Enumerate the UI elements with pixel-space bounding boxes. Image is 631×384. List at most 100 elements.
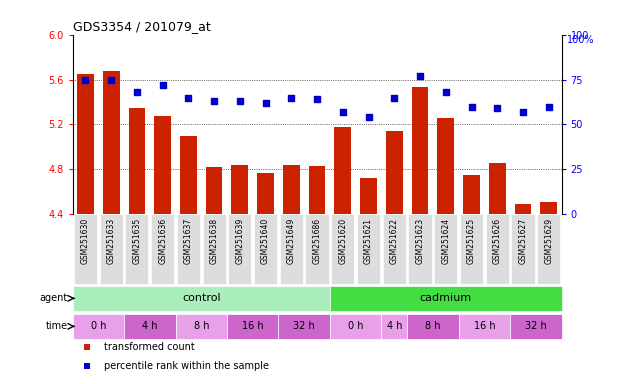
Text: GSM251637: GSM251637 <box>184 218 193 264</box>
Text: GSM251623: GSM251623 <box>416 218 425 264</box>
FancyBboxPatch shape <box>175 314 227 339</box>
FancyBboxPatch shape <box>330 286 562 311</box>
Bar <box>155 116 171 214</box>
Text: 32 h: 32 h <box>293 321 315 331</box>
Text: 8 h: 8 h <box>425 321 440 331</box>
FancyBboxPatch shape <box>381 314 407 339</box>
Bar <box>360 179 377 214</box>
Bar <box>257 173 274 214</box>
FancyBboxPatch shape <box>151 214 174 285</box>
FancyBboxPatch shape <box>434 214 457 285</box>
Bar <box>232 165 248 214</box>
Bar <box>309 166 326 214</box>
FancyBboxPatch shape <box>460 214 483 285</box>
Point <box>466 103 476 109</box>
Text: GSM251638: GSM251638 <box>209 218 218 264</box>
FancyBboxPatch shape <box>74 214 97 285</box>
Bar <box>77 74 94 214</box>
Bar <box>540 202 557 214</box>
FancyBboxPatch shape <box>510 314 562 339</box>
Bar <box>437 118 454 214</box>
Bar <box>515 204 531 214</box>
Text: GSM251636: GSM251636 <box>158 218 167 264</box>
Point <box>80 76 90 83</box>
FancyBboxPatch shape <box>331 214 355 285</box>
FancyBboxPatch shape <box>73 314 124 339</box>
Text: GSM251635: GSM251635 <box>133 218 141 264</box>
Bar <box>463 175 480 214</box>
Point <box>518 109 528 115</box>
Point <box>544 103 554 109</box>
Text: GSM251633: GSM251633 <box>107 218 115 264</box>
FancyBboxPatch shape <box>486 214 509 285</box>
Text: 4 h: 4 h <box>142 321 158 331</box>
Bar <box>489 163 505 214</box>
FancyBboxPatch shape <box>537 214 560 285</box>
Text: 0 h: 0 h <box>348 321 363 331</box>
Text: GSM251686: GSM251686 <box>312 218 322 264</box>
Point <box>158 82 168 88</box>
Text: GSM251625: GSM251625 <box>467 218 476 264</box>
FancyBboxPatch shape <box>511 214 534 285</box>
Text: cadmium: cadmium <box>420 293 472 303</box>
FancyBboxPatch shape <box>254 214 277 285</box>
FancyBboxPatch shape <box>383 214 406 285</box>
Text: 4 h: 4 h <box>387 321 402 331</box>
Point <box>209 98 219 104</box>
Point <box>363 114 374 120</box>
FancyBboxPatch shape <box>459 314 510 339</box>
Text: transformed count: transformed count <box>104 342 195 352</box>
Point <box>184 94 194 101</box>
FancyBboxPatch shape <box>203 214 226 285</box>
Point <box>286 94 297 101</box>
Point <box>492 105 502 111</box>
Text: GSM251621: GSM251621 <box>364 218 373 264</box>
Text: 0 h: 0 h <box>91 321 106 331</box>
Text: time: time <box>45 321 68 331</box>
Bar <box>103 71 119 214</box>
Text: 100%: 100% <box>567 35 594 45</box>
Text: GSM251639: GSM251639 <box>235 218 244 264</box>
FancyBboxPatch shape <box>305 214 329 285</box>
Bar <box>411 88 428 214</box>
Text: GSM251624: GSM251624 <box>441 218 451 264</box>
Point <box>106 76 116 83</box>
Point <box>235 98 245 104</box>
Point <box>389 94 399 101</box>
Point <box>415 73 425 79</box>
Text: GSM251630: GSM251630 <box>81 218 90 264</box>
FancyBboxPatch shape <box>280 214 303 285</box>
FancyBboxPatch shape <box>407 314 459 339</box>
FancyBboxPatch shape <box>100 214 123 285</box>
FancyBboxPatch shape <box>227 314 278 339</box>
FancyBboxPatch shape <box>330 314 381 339</box>
Bar <box>206 167 223 214</box>
Point <box>338 109 348 115</box>
Text: GSM251622: GSM251622 <box>390 218 399 264</box>
FancyBboxPatch shape <box>124 314 175 339</box>
Bar <box>386 131 403 214</box>
Text: 32 h: 32 h <box>525 321 546 331</box>
Text: control: control <box>182 293 221 303</box>
FancyBboxPatch shape <box>73 286 330 311</box>
FancyBboxPatch shape <box>278 314 330 339</box>
Text: GSM251620: GSM251620 <box>338 218 347 264</box>
FancyBboxPatch shape <box>228 214 251 285</box>
Text: percentile rank within the sample: percentile rank within the sample <box>104 361 269 371</box>
Text: 8 h: 8 h <box>194 321 209 331</box>
Text: GSM251626: GSM251626 <box>493 218 502 264</box>
Bar <box>283 165 300 214</box>
FancyBboxPatch shape <box>126 214 148 285</box>
Text: GSM251649: GSM251649 <box>287 218 296 264</box>
Point <box>440 89 451 95</box>
FancyBboxPatch shape <box>177 214 200 285</box>
Text: GDS3354 / 201079_at: GDS3354 / 201079_at <box>73 20 210 33</box>
Bar <box>334 127 351 214</box>
Bar <box>129 108 145 214</box>
Bar <box>180 136 197 214</box>
Text: 16 h: 16 h <box>473 321 495 331</box>
Text: GSM251629: GSM251629 <box>544 218 553 264</box>
Text: 16 h: 16 h <box>242 321 264 331</box>
Text: GSM251627: GSM251627 <box>519 218 528 264</box>
Point <box>132 89 142 95</box>
